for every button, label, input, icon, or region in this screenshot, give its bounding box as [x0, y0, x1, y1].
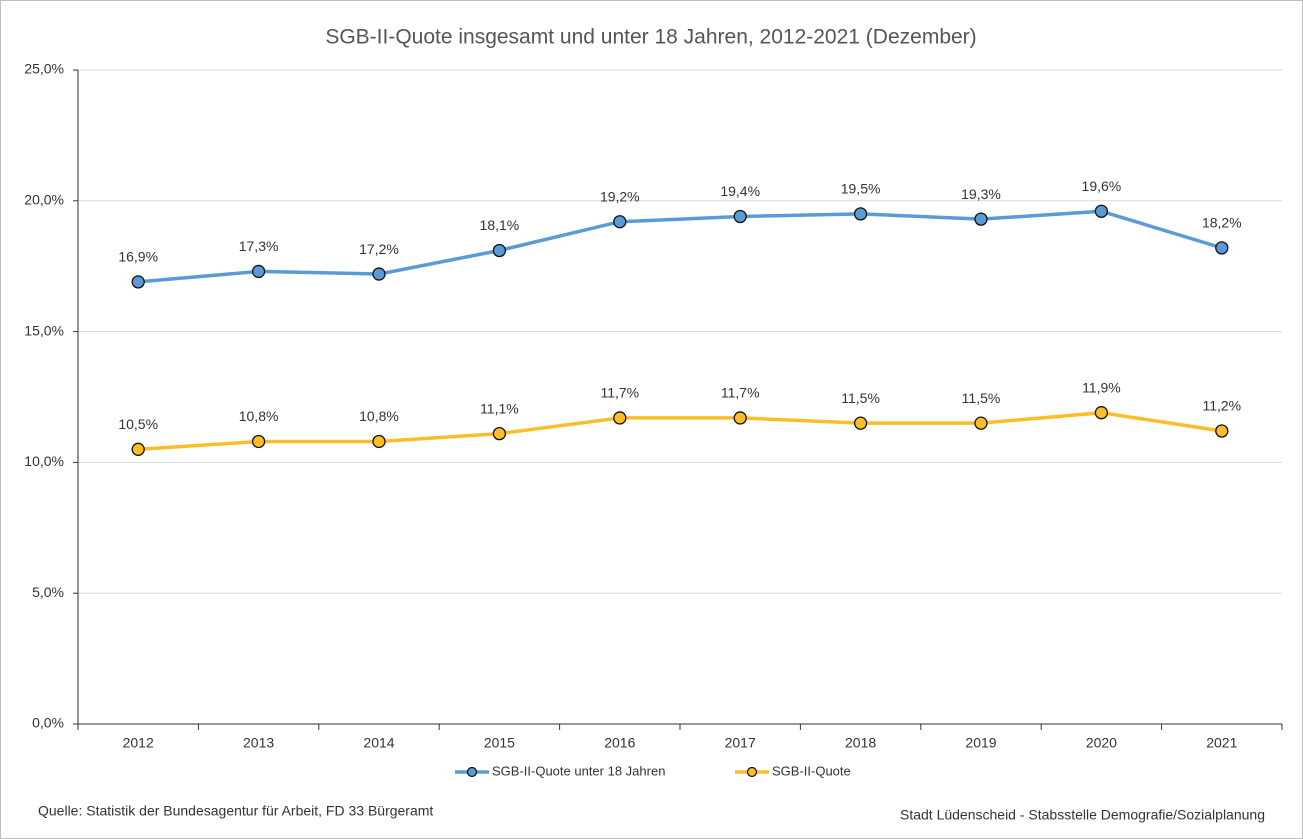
data-point: [974, 416, 988, 430]
data-point: [733, 411, 747, 425]
x-tick-label: 2014: [363, 735, 394, 751]
data-point: [974, 212, 988, 226]
data-label: 11,2%: [1202, 398, 1241, 414]
data-label: 10,8%: [239, 408, 279, 424]
data-label: 10,8%: [359, 408, 399, 424]
data-label: 19,3%: [961, 186, 1001, 202]
data-point: [131, 442, 145, 456]
legend-marker: [746, 766, 758, 778]
data-point: [492, 243, 507, 258]
x-tick-label: 2019: [965, 735, 996, 751]
data-label: 19,2%: [600, 188, 640, 204]
x-tick-label: 2013: [243, 735, 274, 751]
y-tick-label: 15,0%: [24, 322, 64, 338]
x-tick-label: 2018: [845, 735, 876, 751]
legend-label: SGB-II-Quote: [772, 763, 851, 778]
data-point: [1094, 406, 1109, 420]
y-tick-label: 5,0%: [32, 584, 64, 600]
x-tick-label: 2017: [725, 735, 756, 751]
data-point: [613, 215, 627, 229]
x-tick-label: 2015: [484, 735, 515, 751]
data-label: 17,3%: [239, 238, 279, 254]
data-label: 11,7%: [600, 385, 639, 401]
data-point: [1215, 241, 1229, 255]
data-label: 11,9%: [1082, 379, 1121, 395]
data-label: 11,7%: [721, 385, 760, 401]
data-label: 18,1%: [480, 217, 520, 233]
data-label: 18,2%: [1202, 215, 1242, 231]
credit-note: Stadt Lüdenscheid - Stabsstelle Demograf…: [900, 807, 1265, 823]
y-tick-label: 20,0%: [24, 192, 64, 208]
data-label: 19,4%: [720, 183, 760, 199]
data-point: [131, 275, 145, 289]
chart-title: SGB-II-Quote insgesamt und unter 18 Jahr…: [325, 26, 976, 49]
y-tick-label: 10,0%: [24, 453, 64, 469]
data-label: 16,9%: [118, 249, 158, 265]
x-tick-label: 2012: [123, 735, 154, 751]
data-point: [1094, 204, 1109, 218]
data-point: [733, 209, 747, 224]
data-point: [492, 426, 507, 441]
data-point: [372, 434, 386, 449]
data-label: 19,5%: [841, 181, 881, 197]
legend-marker: [466, 766, 478, 778]
data-label: 10,5%: [118, 416, 158, 432]
data-label: 17,2%: [359, 241, 399, 257]
data-point: [251, 264, 266, 279]
series-line: [138, 410, 1223, 452]
x-tick-label: 2020: [1086, 735, 1117, 751]
data-point: [853, 416, 868, 430]
source-note: Quelle: Statistik der Bundesagentur für …: [38, 803, 433, 819]
data-label: 11,5%: [841, 390, 880, 406]
data-point: [613, 411, 627, 425]
series-line: [138, 209, 1223, 284]
y-tick-label: 25,0%: [24, 61, 64, 77]
data-label: 19,6%: [1082, 178, 1122, 194]
data-point: [853, 207, 868, 221]
x-tick-label: 2016: [604, 735, 635, 751]
data-point: [372, 267, 386, 281]
data-point: [251, 434, 266, 449]
data-label: 11,1%: [480, 400, 519, 416]
y-tick-label: 0,0%: [32, 715, 64, 731]
x-tick-label: 2021: [1206, 735, 1237, 751]
data-label: 11,5%: [962, 390, 1001, 406]
legend-label: SGB-II-Quote unter 18 Jahren: [492, 763, 665, 778]
data-point: [1215, 424, 1229, 438]
